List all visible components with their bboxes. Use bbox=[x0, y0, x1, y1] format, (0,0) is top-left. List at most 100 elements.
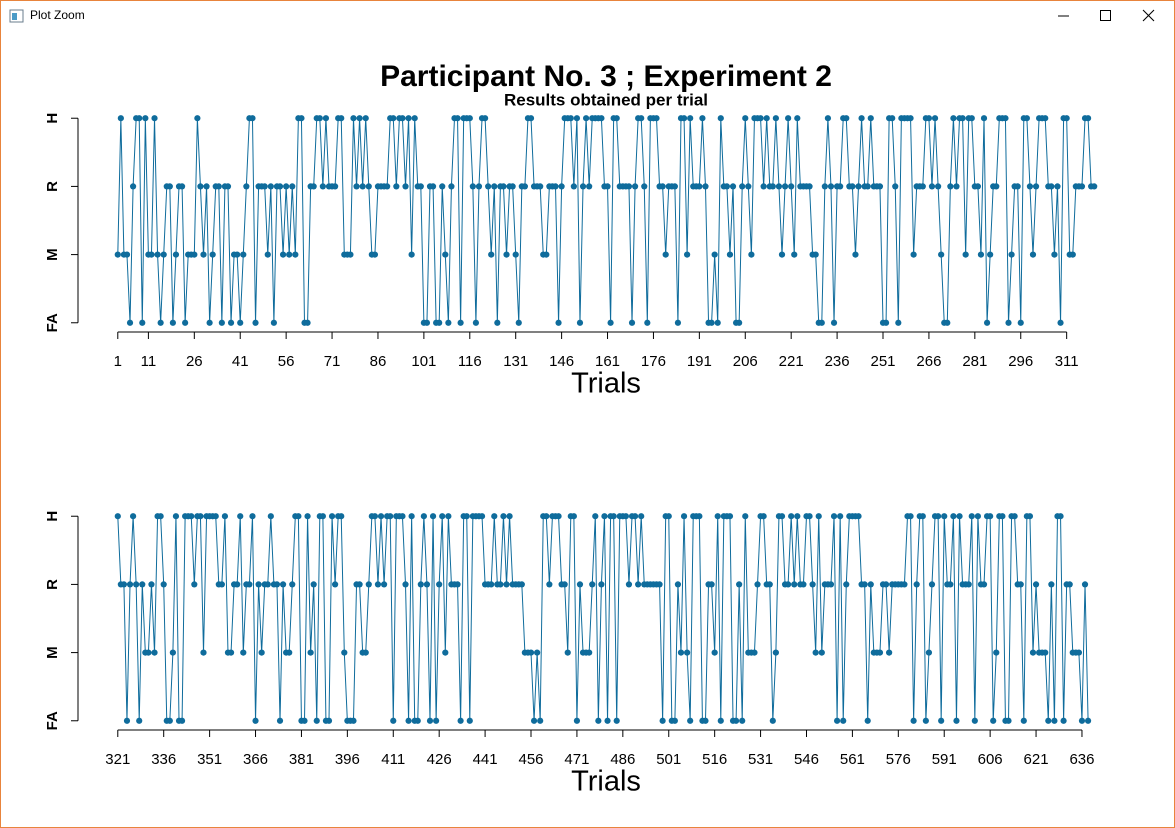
data-point bbox=[766, 581, 773, 588]
data-point bbox=[980, 581, 988, 588]
x-tick-label: 71 bbox=[324, 353, 341, 370]
data-point bbox=[475, 183, 483, 190]
data-point bbox=[350, 717, 357, 724]
data-point bbox=[154, 251, 161, 258]
data-point bbox=[356, 115, 363, 122]
data-point bbox=[913, 581, 920, 588]
data-point bbox=[347, 251, 354, 258]
data-point bbox=[1078, 183, 1086, 190]
data-point bbox=[307, 649, 314, 656]
data-point bbox=[751, 649, 758, 656]
data-point bbox=[659, 183, 666, 190]
data-point bbox=[414, 717, 421, 724]
data-point bbox=[380, 581, 388, 588]
data-point bbox=[711, 649, 718, 656]
x-tick-label: 546 bbox=[794, 751, 819, 768]
data-point bbox=[947, 581, 954, 588]
y-tick-label: FA bbox=[44, 711, 61, 730]
data-point bbox=[956, 513, 963, 520]
x-tick-label: 411 bbox=[381, 751, 405, 768]
data-point bbox=[928, 581, 936, 588]
data-point bbox=[258, 649, 265, 656]
data-point bbox=[399, 513, 406, 520]
data-point bbox=[359, 183, 366, 190]
data-point bbox=[806, 513, 813, 520]
data-point bbox=[827, 183, 835, 190]
data-point bbox=[1042, 649, 1049, 656]
data-point bbox=[714, 513, 721, 520]
data-point bbox=[114, 513, 121, 520]
data-point bbox=[944, 319, 951, 326]
data-point bbox=[947, 183, 954, 190]
data-point bbox=[953, 717, 960, 724]
data-point bbox=[613, 717, 620, 724]
data-point bbox=[696, 513, 703, 520]
data-point bbox=[227, 649, 235, 656]
data-point bbox=[172, 251, 180, 258]
data-point bbox=[117, 115, 124, 122]
data-point bbox=[139, 581, 146, 588]
data-point bbox=[1063, 115, 1070, 122]
x-tick-label: 296 bbox=[1008, 353, 1033, 370]
close-button[interactable] bbox=[1142, 9, 1155, 22]
data-point bbox=[671, 183, 678, 190]
data-point bbox=[1081, 581, 1089, 588]
data-point bbox=[631, 183, 639, 190]
data-point bbox=[662, 251, 669, 258]
data-point bbox=[1002, 115, 1009, 122]
data-point bbox=[824, 115, 832, 122]
data-point bbox=[301, 717, 308, 724]
x-tick-label: 1 bbox=[114, 353, 122, 370]
data-point bbox=[218, 319, 225, 326]
data-point bbox=[837, 513, 844, 520]
data-point bbox=[500, 183, 507, 190]
x-tick-label: 396 bbox=[335, 751, 360, 768]
data-point bbox=[178, 183, 186, 190]
data-point bbox=[760, 183, 767, 190]
data-point bbox=[717, 115, 724, 122]
data-point bbox=[463, 513, 470, 520]
data-point bbox=[442, 649, 449, 656]
data-point bbox=[702, 183, 709, 190]
data-point bbox=[791, 251, 798, 258]
maximize-button[interactable] bbox=[1100, 10, 1111, 21]
data-point bbox=[833, 717, 841, 724]
data-point bbox=[417, 183, 424, 190]
series-line bbox=[117, 515, 1089, 722]
x-tick-label: 116 bbox=[458, 353, 482, 370]
data-point bbox=[454, 115, 461, 122]
data-point bbox=[151, 649, 158, 656]
data-point bbox=[509, 183, 516, 190]
data-point bbox=[855, 183, 862, 190]
data-point bbox=[583, 115, 590, 122]
data-point bbox=[252, 717, 259, 724]
data-point bbox=[922, 717, 929, 724]
data-point bbox=[778, 251, 786, 258]
data-point bbox=[298, 115, 305, 122]
data-point bbox=[264, 251, 271, 258]
data-point bbox=[882, 319, 890, 326]
data-point bbox=[151, 115, 158, 122]
x-axis-title: Trials bbox=[571, 368, 641, 400]
data-point bbox=[687, 115, 694, 122]
data-point bbox=[864, 717, 871, 724]
data-point bbox=[699, 115, 706, 122]
data-point bbox=[270, 319, 277, 326]
data-point bbox=[785, 581, 792, 588]
data-point bbox=[1048, 581, 1055, 588]
data-point bbox=[203, 183, 210, 190]
data-point bbox=[625, 581, 633, 588]
data-point bbox=[876, 649, 884, 656]
data-point bbox=[246, 581, 253, 588]
data-point bbox=[638, 115, 645, 122]
data-point bbox=[763, 115, 770, 122]
x-tick-label: 591 bbox=[932, 751, 957, 768]
data-point bbox=[910, 717, 917, 724]
data-point bbox=[708, 319, 715, 326]
data-point bbox=[240, 251, 247, 258]
data-point bbox=[827, 581, 835, 588]
data-point bbox=[408, 513, 415, 520]
data-point bbox=[717, 717, 724, 724]
data-point bbox=[613, 115, 620, 122]
